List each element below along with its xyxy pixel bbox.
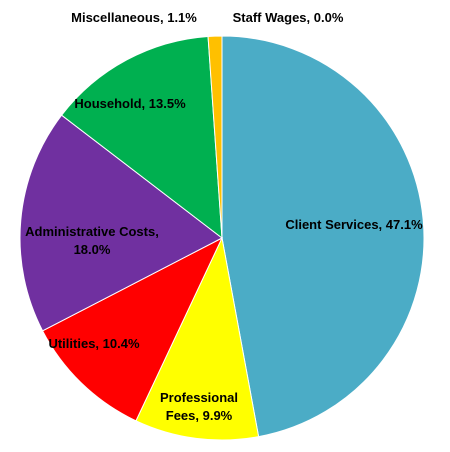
pie-slice-utilities bbox=[41, 236, 224, 422]
pie-slice-household bbox=[60, 35, 223, 240]
pie-slice-professional-fees bbox=[135, 236, 260, 441]
pie-slice-client-services bbox=[221, 35, 425, 438]
pie-labels: Client Services, 47.1% Professional Fees, … bbox=[25, 10, 423, 423]
data-label-professional-fees: Professional Fees, 9.9% bbox=[160, 390, 238, 423]
pie-slice-miscellaneous bbox=[207, 35, 223, 239]
pie-slice-administrative-costs bbox=[19, 114, 223, 332]
data-label-household: Household, 13.5% bbox=[74, 96, 186, 111]
data-label-client-services: Client Services, 47.1% bbox=[285, 217, 423, 232]
pie-slices bbox=[19, 35, 425, 441]
data-label-miscellaneous: Miscellaneous, 1.1% bbox=[71, 10, 197, 25]
data-label-administrative-costs: Administrative Costs, 18.0% bbox=[25, 224, 159, 257]
data-label-utilities: Utilities, 10.4% bbox=[48, 336, 139, 351]
data-label-staff-wages: Staff Wages, 0.0% bbox=[233, 10, 344, 25]
